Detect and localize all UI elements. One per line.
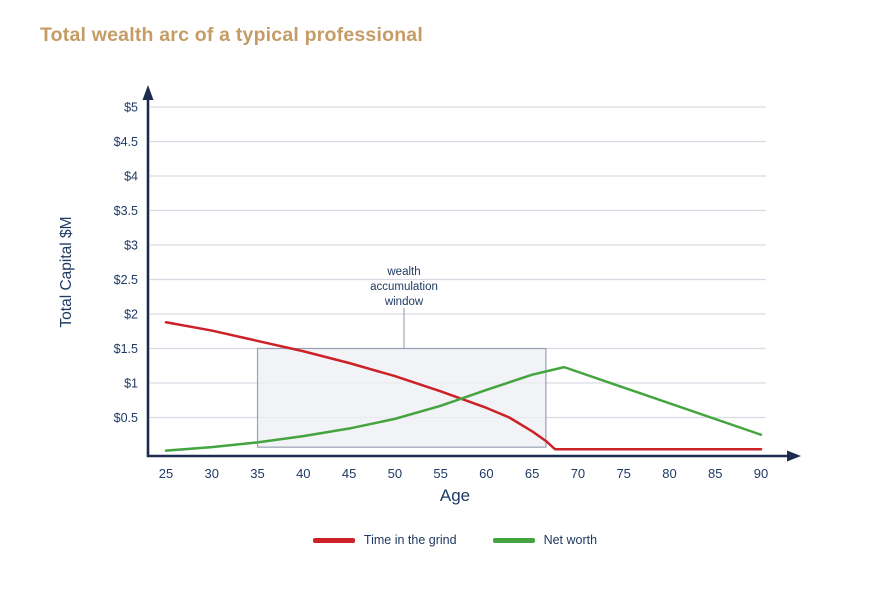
x-tick-label: 45 bbox=[342, 466, 356, 481]
y-tick-label: $2 bbox=[124, 308, 138, 322]
x-tick-label: 85 bbox=[708, 466, 722, 481]
y-tick-label: $3 bbox=[124, 239, 138, 253]
series-line-time-in-the-grind bbox=[164, 321, 763, 451]
x-tick-label: 55 bbox=[433, 466, 447, 481]
chart-legend: Time in the grind Net worth bbox=[148, 533, 762, 547]
legend-swatch-red bbox=[312, 537, 355, 543]
x-tick-label: 35 bbox=[250, 466, 264, 481]
x-tick-label: 50 bbox=[388, 466, 402, 481]
x-tick-label: 70 bbox=[571, 466, 585, 481]
x-tick-label: 65 bbox=[525, 466, 539, 481]
x-tick-label: 25 bbox=[159, 466, 173, 481]
x-tick-label: 80 bbox=[662, 466, 676, 481]
x-tick-label: 60 bbox=[479, 466, 493, 481]
y-axis-title: Total Capital $M bbox=[58, 216, 75, 328]
y-tick-label: $2.5 bbox=[114, 273, 138, 287]
legend-label: Time in the grind bbox=[363, 533, 457, 547]
y-tick-label: $3.5 bbox=[114, 204, 138, 218]
x-axis-title: Age bbox=[439, 486, 471, 505]
y-tick-label: $1.5 bbox=[114, 342, 138, 356]
legend-item-net-worth: Net worth bbox=[492, 533, 598, 547]
legend-item-time-in-the-grind: Time in the grind bbox=[312, 533, 457, 547]
y-tick-label: $4 bbox=[124, 170, 138, 184]
y-tick-label: $1 bbox=[124, 377, 138, 391]
y-axis-arrowhead bbox=[142, 85, 154, 100]
legend-swatch-green bbox=[492, 537, 535, 543]
series-line-net-worth bbox=[164, 365, 763, 452]
page-title: Total wealth arc of a typical profession… bbox=[40, 24, 423, 46]
x-tick-label: 30 bbox=[205, 466, 219, 481]
annotation-text: window bbox=[384, 296, 424, 308]
legend-label: Net worth bbox=[543, 533, 598, 547]
x-tick-label: 40 bbox=[296, 466, 310, 481]
y-tick-label: $0.5 bbox=[114, 411, 138, 425]
x-tick-label: 75 bbox=[616, 466, 630, 481]
x-tick-label: 90 bbox=[754, 466, 768, 481]
y-tick-label: $5 bbox=[124, 101, 138, 115]
x-axis-arrowhead bbox=[787, 450, 801, 462]
wealth-accumulation-window-box bbox=[256, 347, 547, 448]
y-tick-label: $4.5 bbox=[114, 135, 138, 149]
annotation-text: wealth bbox=[386, 266, 420, 278]
annotation-text: accumulation bbox=[370, 281, 438, 293]
